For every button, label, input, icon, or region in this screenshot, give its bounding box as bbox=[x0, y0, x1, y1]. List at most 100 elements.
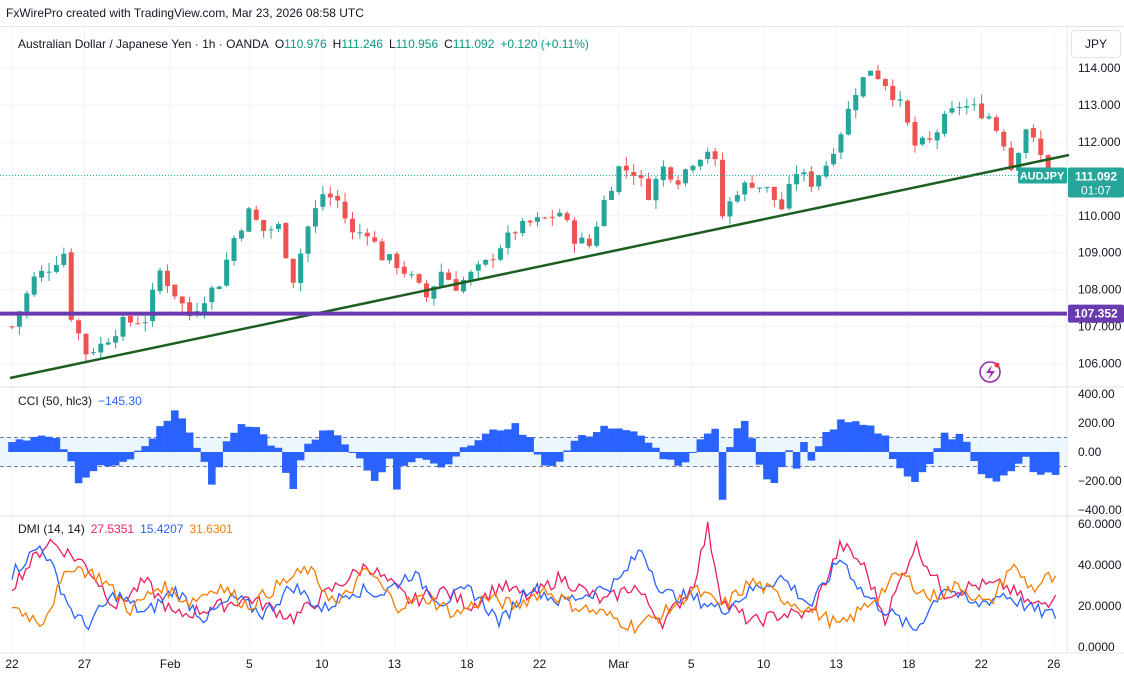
flash-icon bbox=[979, 361, 1001, 383]
candle-body bbox=[83, 333, 89, 355]
dmi-tick-label: 20.0000 bbox=[1078, 599, 1122, 613]
cci-bar bbox=[245, 426, 253, 452]
cci-legend: CCI (50, hlc3) −145.30 bbox=[18, 394, 148, 408]
cci-bar bbox=[918, 452, 927, 473]
cci-bar bbox=[452, 452, 460, 457]
cci-bar bbox=[644, 442, 653, 452]
cci-value: −145.30 bbox=[98, 394, 142, 408]
cci-bar bbox=[511, 423, 520, 452]
candle-body bbox=[853, 94, 859, 111]
candle-body bbox=[394, 253, 400, 268]
cci-bar bbox=[459, 447, 468, 452]
candle-body bbox=[372, 237, 378, 242]
x-tick-label: 13 bbox=[830, 657, 844, 671]
candle-body bbox=[564, 213, 570, 221]
candle-body bbox=[475, 264, 481, 271]
cci-bar bbox=[370, 452, 379, 481]
cci-bar bbox=[800, 442, 808, 452]
chart-canvas[interactable]: 22 27 Feb 5 10 13 18 22 Mar 5 10 13 18 22 26 114.000 113… bbox=[0, 27, 1124, 680]
x-tick-label: Feb bbox=[160, 657, 181, 671]
cci-bar bbox=[622, 430, 631, 452]
candle-body bbox=[150, 289, 156, 322]
candle-body bbox=[460, 279, 466, 292]
candle-body bbox=[416, 274, 422, 283]
cci-bar bbox=[985, 452, 993, 479]
candle-body bbox=[912, 121, 918, 146]
cci-bar bbox=[548, 452, 557, 466]
candle-body bbox=[327, 193, 333, 198]
candle-body bbox=[46, 271, 52, 273]
candle-body bbox=[609, 190, 615, 200]
cci-title: CCI (50, hlc3) bbox=[18, 394, 93, 408]
x-tick-label: 27 bbox=[78, 657, 92, 671]
flash-icon-dot bbox=[994, 362, 1000, 368]
x-tick-label: 22 bbox=[533, 657, 547, 671]
cci-bar bbox=[585, 436, 594, 452]
cci-bar bbox=[822, 432, 830, 452]
cci-bar bbox=[215, 452, 224, 468]
cci-bar bbox=[489, 429, 497, 452]
cci-bar bbox=[171, 410, 179, 452]
candle-body bbox=[831, 153, 837, 165]
candle-body bbox=[668, 167, 674, 180]
candle-body bbox=[927, 138, 933, 140]
candle-body bbox=[342, 201, 348, 219]
candle-body bbox=[660, 166, 666, 181]
cci-bar bbox=[881, 435, 890, 452]
candle-body bbox=[631, 171, 637, 176]
candle-body bbox=[142, 322, 148, 324]
cci-bar bbox=[911, 452, 919, 482]
cci-bar bbox=[267, 445, 275, 452]
candle-body bbox=[157, 270, 163, 292]
candle-body bbox=[675, 180, 681, 185]
cci-bar bbox=[837, 419, 845, 452]
cci-bar bbox=[970, 452, 978, 462]
candle-body bbox=[201, 303, 207, 313]
cci-bar bbox=[156, 426, 164, 452]
dmi-plus-value: 31.6301 bbox=[189, 522, 233, 536]
cci-bar bbox=[185, 432, 194, 452]
cci-bar bbox=[319, 430, 327, 452]
cci-bar bbox=[326, 430, 335, 452]
candle-body bbox=[9, 326, 15, 328]
chart-frame: 22 27 Feb 5 10 13 18 22 Mar 5 10 13 18 22 26 114.000 113… bbox=[0, 26, 1124, 680]
cci-bar bbox=[8, 442, 16, 452]
cci-bar bbox=[874, 433, 882, 452]
price-tick-label: 109.000 bbox=[1078, 246, 1122, 260]
cci-bar bbox=[393, 452, 401, 490]
cci-bar bbox=[119, 452, 127, 462]
x-tick-label: 26 bbox=[1047, 657, 1061, 671]
cci-bar bbox=[888, 452, 897, 460]
cci-bar bbox=[97, 452, 105, 466]
x-tick-label: 18 bbox=[460, 657, 474, 671]
cci-bar bbox=[933, 448, 941, 452]
candle-body bbox=[224, 259, 230, 286]
currency-button[interactable]: JPY bbox=[1071, 30, 1121, 58]
candle-body bbox=[586, 238, 592, 246]
candle-body bbox=[24, 293, 30, 312]
candle-body bbox=[231, 238, 237, 261]
close-label: C bbox=[444, 37, 453, 51]
cci-bar bbox=[296, 452, 305, 461]
dmi-series-line bbox=[11, 563, 1057, 635]
candle-body bbox=[268, 229, 274, 231]
candle-body bbox=[890, 85, 896, 101]
candle-body bbox=[771, 186, 777, 200]
cci-bar bbox=[541, 452, 549, 466]
change-value: +0.120 (+0.11%) bbox=[500, 37, 589, 51]
cci-bar bbox=[526, 437, 534, 452]
candle-body bbox=[757, 187, 763, 189]
candle-body bbox=[838, 134, 844, 153]
cci-bar bbox=[141, 446, 150, 452]
candle-body bbox=[305, 226, 311, 254]
cci-bar bbox=[689, 452, 697, 453]
candle-body bbox=[845, 108, 851, 135]
cci-bar bbox=[977, 452, 986, 475]
cci-tick-label: −200.00 bbox=[1078, 474, 1122, 488]
candle-body bbox=[794, 174, 800, 185]
candle-body bbox=[490, 259, 496, 261]
candle-body bbox=[786, 183, 792, 209]
candle-body bbox=[120, 317, 126, 337]
candle-body bbox=[712, 151, 718, 160]
candle-body bbox=[638, 175, 644, 179]
